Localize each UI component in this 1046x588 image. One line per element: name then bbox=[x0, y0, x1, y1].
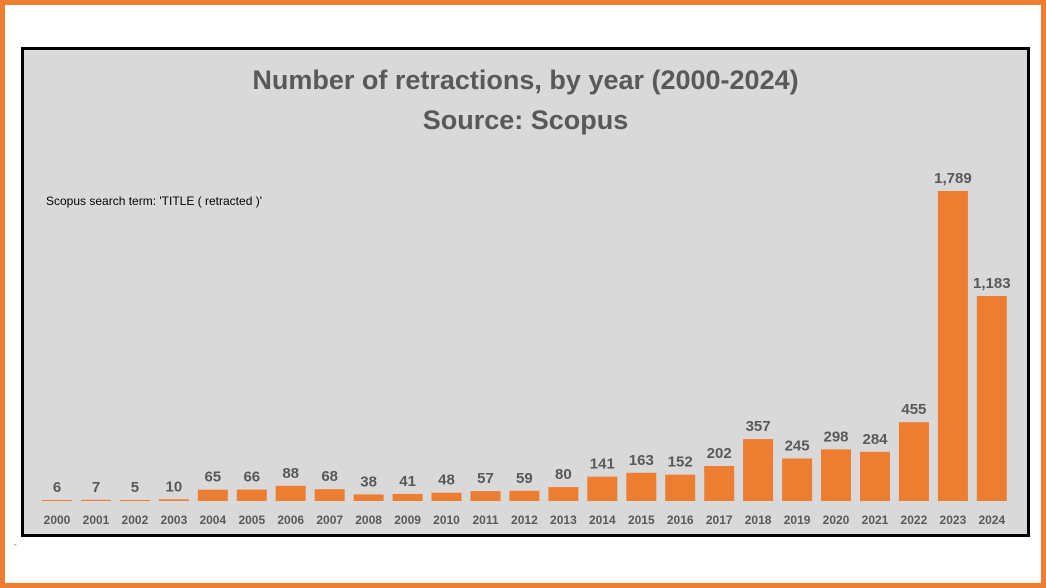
data-label-2002: 5 bbox=[131, 479, 139, 496]
data-label-2011: 57 bbox=[477, 470, 494, 487]
bar-2001 bbox=[81, 499, 111, 501]
bar-2005 bbox=[236, 489, 267, 501]
data-label-2012: 59 bbox=[516, 470, 533, 487]
x-tick-label-2023: 2023 bbox=[940, 513, 967, 527]
data-label-2024: 1,183 bbox=[973, 275, 1011, 292]
bar-2024 bbox=[976, 296, 1007, 501]
bar-2008 bbox=[353, 494, 384, 501]
bar-2023 bbox=[937, 191, 968, 501]
x-tick-label-2003: 2003 bbox=[161, 513, 188, 527]
bar-2019 bbox=[782, 458, 813, 501]
data-label-2018: 357 bbox=[746, 418, 771, 435]
x-tick-label-2024: 2024 bbox=[978, 513, 1005, 527]
bar-2014 bbox=[587, 476, 618, 501]
chart-title: Number of retractions, by year (2000-202… bbox=[252, 65, 799, 95]
bar-2016 bbox=[665, 474, 696, 501]
bar-2011 bbox=[470, 491, 501, 501]
x-tick-label-2006: 2006 bbox=[277, 513, 304, 527]
x-tick-label-2013: 2013 bbox=[550, 513, 577, 527]
data-label-2013: 80 bbox=[555, 466, 572, 483]
data-label-2016: 152 bbox=[668, 454, 693, 471]
stray-mark: - bbox=[14, 540, 17, 549]
x-tick-label-2021: 2021 bbox=[862, 513, 889, 527]
x-tick-label-2016: 2016 bbox=[667, 513, 694, 527]
x-tick-label-2014: 2014 bbox=[589, 513, 616, 527]
x-tick-label-2009: 2009 bbox=[394, 513, 421, 527]
data-label-2000: 6 bbox=[53, 479, 61, 496]
data-label-2023: 1,789 bbox=[934, 170, 972, 187]
data-label-2017: 202 bbox=[707, 445, 732, 462]
bar-2010 bbox=[431, 492, 462, 501]
x-tick-label-2019: 2019 bbox=[784, 513, 811, 527]
bar-2006 bbox=[275, 485, 306, 501]
bar-2017 bbox=[704, 466, 735, 501]
x-tick-label-2018: 2018 bbox=[745, 513, 772, 527]
data-label-2001: 7 bbox=[92, 479, 100, 496]
chart-subtitle: Source: Scopus bbox=[422, 105, 629, 135]
bar-2000 bbox=[42, 500, 72, 501]
bar-2020 bbox=[821, 449, 851, 501]
data-label-2003: 10 bbox=[166, 478, 183, 495]
data-label-2020: 298 bbox=[823, 428, 848, 445]
data-label-2009: 41 bbox=[399, 473, 416, 490]
data-label-2007: 68 bbox=[321, 468, 338, 485]
x-tick-label-2002: 2002 bbox=[122, 513, 149, 527]
x-tick-label-2000: 2000 bbox=[44, 513, 71, 527]
data-label-2010: 48 bbox=[438, 472, 455, 489]
bar-2015 bbox=[626, 472, 657, 501]
bar-2021 bbox=[860, 451, 890, 501]
x-tick-label-2005: 2005 bbox=[238, 513, 265, 527]
data-label-2014: 141 bbox=[590, 456, 615, 473]
x-tick-label-2012: 2012 bbox=[511, 513, 538, 527]
data-label-2015: 163 bbox=[629, 452, 654, 469]
bar-2009 bbox=[392, 493, 423, 501]
x-tick-label-2004: 2004 bbox=[199, 513, 226, 527]
x-tick-label-2001: 2001 bbox=[83, 513, 110, 527]
x-tick-label-2015: 2015 bbox=[628, 513, 655, 527]
x-tick-label-2011: 2011 bbox=[472, 513, 498, 527]
bar-2012 bbox=[509, 490, 540, 501]
bar-2018 bbox=[743, 439, 774, 501]
data-label-2019: 245 bbox=[785, 438, 810, 455]
x-tick-label-2008: 2008 bbox=[355, 513, 382, 527]
bar-2007 bbox=[314, 489, 345, 501]
x-tick-label-2022: 2022 bbox=[901, 513, 928, 527]
chart-panel: Number of retractions, by year (2000-202… bbox=[21, 47, 1030, 537]
bar-2004 bbox=[197, 489, 228, 501]
x-tick-label-2017: 2017 bbox=[706, 513, 733, 527]
bar-2013 bbox=[548, 487, 579, 501]
data-label-2004: 65 bbox=[204, 469, 221, 486]
data-label-2022: 455 bbox=[901, 401, 926, 418]
data-label-2006: 88 bbox=[282, 465, 299, 482]
x-tick-label-2007: 2007 bbox=[316, 513, 343, 527]
data-label-2021: 284 bbox=[862, 431, 888, 448]
bar-2002 bbox=[119, 500, 150, 501]
x-tick-label-2020: 2020 bbox=[823, 513, 850, 527]
bar-plot: 6 2000 7 2001 5 2002 10 2003 65 2004 66 2005 88 2006 6… bbox=[42, 170, 1011, 527]
search-term-annotation: Scopus search term: 'TITLE ( retracted )… bbox=[46, 194, 262, 208]
data-label-2008: 38 bbox=[360, 473, 377, 490]
bar-2022 bbox=[898, 422, 929, 501]
data-label-2005: 66 bbox=[243, 469, 260, 486]
x-tick-label-2010: 2010 bbox=[433, 513, 460, 527]
bar-2003 bbox=[158, 499, 189, 501]
